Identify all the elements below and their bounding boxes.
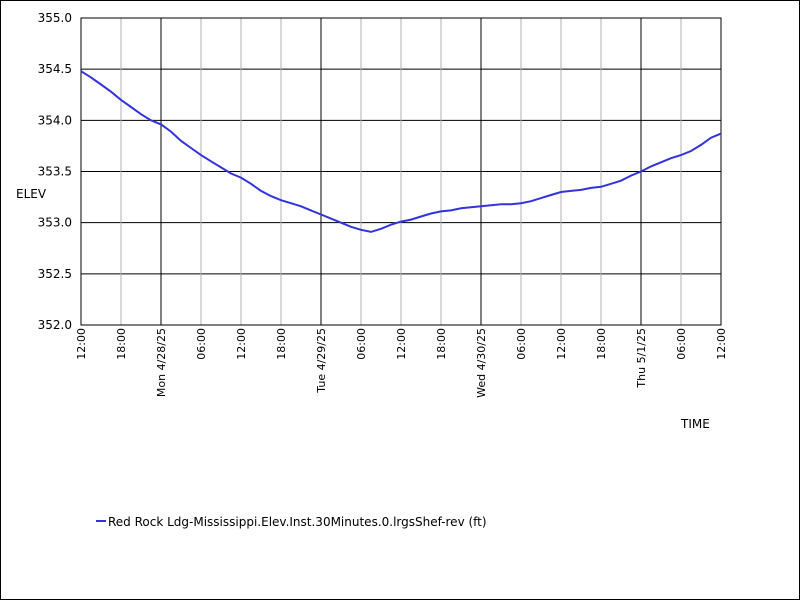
x-tick-label: 18:00: [435, 328, 448, 360]
grid-lines: [80, 17, 722, 326]
x-tick-label: 06:00: [515, 328, 528, 360]
x-tick-label: 18:00: [115, 328, 128, 360]
x-axis-ticks: 12:00 18:00 Mon 4/28/25 06:00 12:00 18:00 Tue …: [75, 328, 728, 398]
plot-area-border: [80, 17, 722, 326]
y-tick-label: 354.5: [38, 62, 72, 76]
x-tick-label: 18:00: [595, 328, 608, 360]
y-tick-label: 354.0: [38, 113, 72, 127]
y-tick-label: 353.0: [38, 216, 72, 230]
series-line-red-rock-elev: [80, 70, 722, 233]
y-axis-title: ELEV: [16, 187, 47, 201]
x-tick-label: Thu 5/1/25: [635, 328, 648, 389]
x-tick-label: 06:00: [675, 328, 688, 360]
y-axis-ticks: 352.0 352.5 353.0 353.5 354.0 354.5 355.0: [38, 11, 72, 332]
y-tick-label: 352.5: [38, 267, 72, 281]
x-tick-label: 12:00: [555, 328, 568, 360]
x-tick-label: Mon 4/28/25: [155, 328, 168, 397]
x-tick-label: 06:00: [355, 328, 368, 360]
y-tick-label: 352.0: [38, 318, 72, 332]
x-tick-label: Wed 4/30/25: [475, 328, 488, 398]
x-tick-label: Tue 4/29/25: [315, 328, 328, 394]
x-tick-label: 12:00: [715, 328, 728, 360]
y-tick-label: 353.5: [38, 165, 72, 179]
x-tick-label: 12:00: [395, 328, 408, 360]
x-tick-label: 06:00: [195, 328, 208, 360]
x-axis-title: TIME: [680, 417, 710, 431]
x-tick-label: 18:00: [275, 328, 288, 360]
legend: Red Rock Ldg-Mississippi.Elev.Inst.30Min…: [96, 515, 487, 529]
x-tick-label: 12:00: [235, 328, 248, 360]
legend-label: Red Rock Ldg-Mississippi.Elev.Inst.30Min…: [108, 515, 487, 529]
y-tick-label: 355.0: [38, 11, 72, 25]
x-tick-label: 12:00: [75, 328, 88, 360]
